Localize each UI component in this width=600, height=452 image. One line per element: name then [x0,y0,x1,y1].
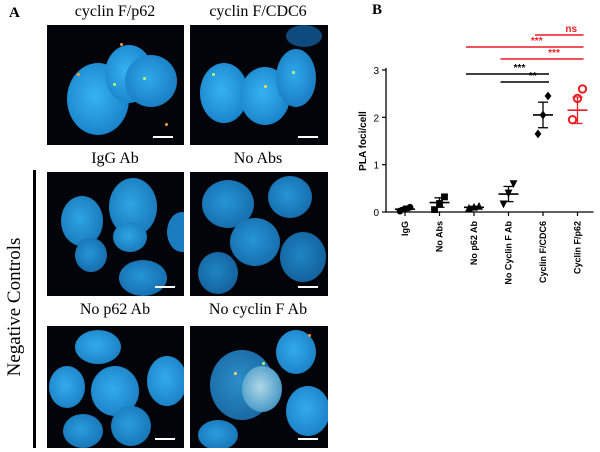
image-label-no-p62-ab: No p62 Ab [79,301,151,318]
nucleus [111,406,151,446]
nucleus [147,356,184,406]
x-tick-label: No Abs [435,221,445,252]
x-tick-label: No Cyclin F Ab [504,221,514,285]
pla-dot [143,77,146,80]
micrograph-igg-ab [47,172,184,296]
image-label-igg-ab: IgG Ab [91,150,139,167]
nucleus [280,232,326,282]
nucleus [119,260,167,296]
x-tick-label: Cyclin F/p62 [573,221,583,274]
data-point [567,115,578,125]
y-tick-label: 1 [373,161,379,172]
nucleus [61,196,103,246]
x-tick-label: IgG [400,221,410,236]
y-tick-label: 0 [373,208,379,219]
pla-dot [212,73,215,76]
data-point [509,180,518,188]
pla-dot [77,73,80,76]
pla-dot [234,372,237,375]
pla-chart: 0 1 2 3 PLA foci/cell IgG No Abs No p62 Ab No Cy… [358,24,594,285]
significance-label: ns [565,24,577,35]
nucleus [113,222,147,252]
x-tick-label: No p62 Ab [469,221,479,266]
micrograph-no-cyclinf-ab [190,326,328,448]
significance-label: *** [514,63,526,74]
data-point [577,84,588,94]
scale-bar [155,286,175,288]
pla-dot [113,83,116,86]
x-tick-label: Cyclin F/CDC6 [538,221,548,283]
nucleus [63,414,103,448]
micrograph-no-p62-ab [47,326,184,448]
nucleus [230,218,280,266]
panel-b-letter: B [372,2,383,18]
scale-bar [153,136,173,138]
micrograph-cyclinf-p62 [47,25,184,145]
nucleus [167,212,184,252]
data-point [534,129,542,139]
nucleus [276,49,316,107]
y-tick-label: 3 [373,66,379,77]
nucleus [198,252,238,294]
data-point [431,206,438,214]
pla-dot [264,85,267,88]
nucleus [49,366,85,408]
micrograph-cyclinf-cdc6 [190,25,328,145]
significance-label: *** [548,48,560,59]
y-axis-label: PLA foci/cell [358,111,369,171]
scale-bar [155,438,175,440]
pla-dot [165,123,168,126]
significance-label: ** [529,71,537,82]
micrograph-no-abs [190,172,328,296]
nucleus [286,25,322,47]
pla-dot [262,362,265,365]
image-label-no-cyclinf-ab: No cyclin F Ab [208,301,308,318]
data-point [544,91,552,101]
nucleus [242,366,282,412]
nucleus [198,420,238,448]
pla-dot [308,334,311,337]
nucleus [268,176,312,218]
pla-dot [120,43,123,46]
nucleus [286,386,328,436]
significance-label: *** [531,36,543,47]
nucleus [276,330,316,374]
image-label-no-abs: No Abs [233,150,283,167]
negative-controls-label: Negative Controls [4,237,25,377]
pla-dot [292,71,295,74]
data-point [441,193,448,201]
scale-bar [298,286,318,288]
image-label-cyclinf-p62: cyclin F/p62 [74,3,156,20]
nucleus [125,55,177,107]
scale-bar [298,136,318,138]
nucleus [75,238,107,272]
nucleus [75,330,121,364]
data-point [499,200,508,209]
y-tick-label: 2 [373,113,379,124]
panel-a-letter: A [9,5,20,21]
image-label-cyclinf-cdc6: cyclin F/CDC6 [209,3,307,20]
scale-bar [298,438,318,440]
negative-controls-bar [33,170,36,448]
